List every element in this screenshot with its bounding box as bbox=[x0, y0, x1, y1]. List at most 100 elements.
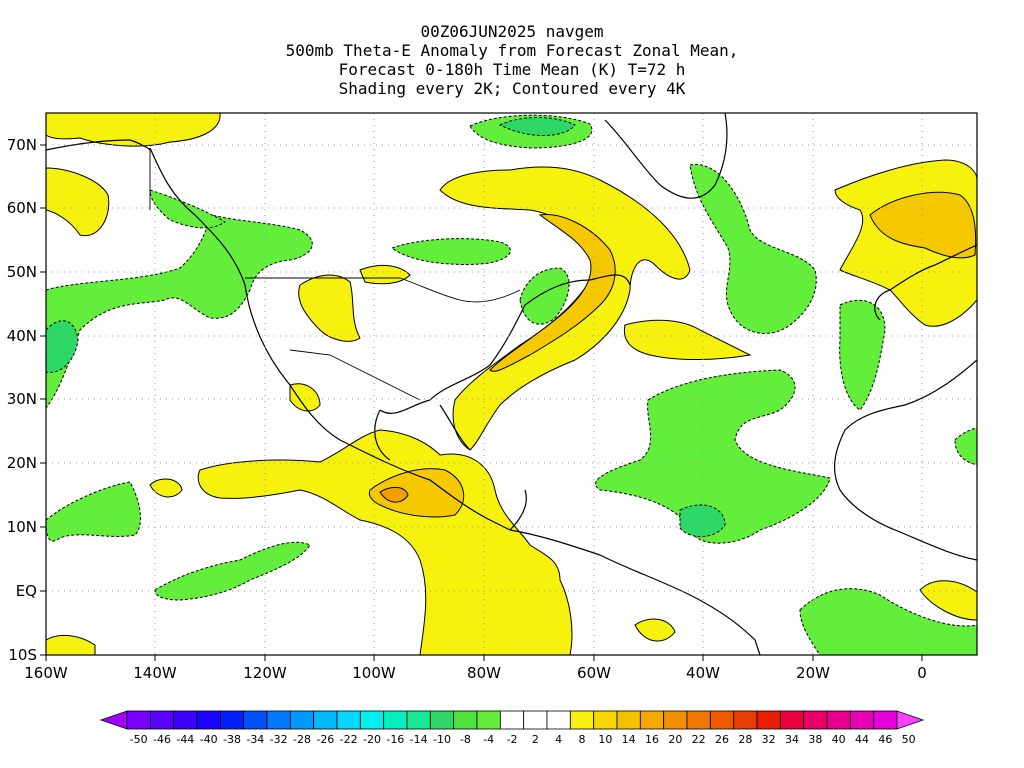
colorbar-swatch bbox=[173, 710, 198, 730]
anomaly-core-labrador bbox=[489, 214, 616, 372]
colorbar-swatch bbox=[453, 710, 478, 730]
colorbar-left-arrow bbox=[99, 710, 128, 730]
anomaly-region-west-africa bbox=[954, 427, 977, 466]
colorbar-swatch bbox=[289, 710, 315, 730]
anomaly-core-central-america bbox=[368, 468, 465, 518]
colorbar-label: 34 bbox=[785, 733, 799, 746]
y-tick-label: 30N bbox=[7, 390, 37, 408]
colorbar-swatch bbox=[523, 710, 548, 730]
anomaly-region-mid-atlantic-small bbox=[634, 618, 676, 642]
y-tick-label: 20N bbox=[7, 454, 37, 472]
grid bbox=[46, 113, 977, 655]
colorbar-label: -28 bbox=[293, 733, 311, 746]
coastline-alaska bbox=[46, 139, 151, 151]
border-us-canada bbox=[245, 277, 521, 303]
coastline-south-america bbox=[509, 529, 761, 655]
coastline-west-africa bbox=[834, 359, 977, 561]
colorbar-swatch bbox=[616, 710, 641, 730]
x-tick-label: 40W bbox=[686, 664, 720, 682]
anomaly-peak-central-america bbox=[379, 487, 409, 503]
anomaly-region-north-pacific bbox=[46, 214, 313, 409]
title-line-3: Forecast 0-180h Time Mean (K) T=72 h bbox=[338, 60, 686, 79]
colorbar-label: -4 bbox=[483, 733, 494, 746]
colorbar-label: 46 bbox=[878, 733, 892, 746]
anomaly-region-bering bbox=[46, 167, 110, 237]
colorbar-label: 14 bbox=[622, 733, 636, 746]
colorbar-swatch bbox=[803, 710, 828, 730]
title-line-1: 00Z06JUN2025 navgem bbox=[420, 22, 604, 41]
colorbar-swatch bbox=[779, 710, 805, 730]
colorbar-label: -44 bbox=[176, 733, 194, 746]
colorbar-label: -40 bbox=[200, 733, 218, 746]
colorbar-swatch bbox=[126, 710, 151, 730]
colorbar-label: 2 bbox=[532, 733, 539, 746]
map-title: 00Z06JUN2025 navgem 500mb Theta-E Anomal… bbox=[0, 22, 1024, 98]
anomaly-region-rockies bbox=[298, 274, 361, 342]
colorbar-swatch bbox=[639, 710, 665, 730]
colorbar-label: 26 bbox=[715, 733, 729, 746]
anomaly-region-tropical-pacific bbox=[154, 541, 311, 601]
colorbar-swatch bbox=[266, 710, 291, 730]
anomaly-core-central-atlantic bbox=[679, 504, 726, 538]
anomaly-region-new-england bbox=[519, 267, 570, 325]
x-tick-label: 160W bbox=[24, 664, 68, 682]
y-tick-label: 60N bbox=[7, 199, 37, 217]
coastlines bbox=[46, 113, 977, 655]
anomaly-core-europe bbox=[869, 191, 977, 259]
colorbar-swatch bbox=[406, 710, 431, 730]
colorbar-label: -22 bbox=[340, 733, 358, 746]
title-line-4: Shading every 2K; Contoured every 4K bbox=[338, 79, 686, 98]
colorbar-swatch bbox=[336, 710, 361, 730]
colorbar-swatch bbox=[686, 710, 711, 730]
colorbar-label: -32 bbox=[270, 733, 288, 746]
colorbar-label: 28 bbox=[738, 733, 752, 746]
shading-layer bbox=[46, 113, 977, 655]
anomaly-core-north-pacific bbox=[46, 320, 79, 373]
anomaly-region-north-atlantic bbox=[689, 163, 817, 334]
anomaly-region-atlantic-tongue bbox=[623, 319, 752, 361]
colorbar-label: 10 bbox=[598, 733, 612, 746]
colorbar-label: -2 bbox=[507, 733, 518, 746]
colorbar-label: 4 bbox=[555, 733, 562, 746]
coastline-gulf-of-mexico bbox=[374, 399, 471, 461]
coastline-western-europe bbox=[874, 244, 977, 321]
coastline-north-america bbox=[149, 147, 631, 531]
y-tick-label: EQ bbox=[16, 582, 37, 600]
x-axis-labels: 160W 140W 120W 100W 80W 60W 40W 20W 0 bbox=[24, 664, 927, 682]
colorbar-label: 8 bbox=[579, 733, 586, 746]
colorbar-label: 50 bbox=[902, 733, 916, 746]
colorbar-swatch bbox=[429, 710, 455, 730]
anomaly-region-west-africa-coast bbox=[919, 580, 977, 621]
anomaly-core-hudson bbox=[498, 117, 576, 136]
colorbar-swatch bbox=[873, 710, 898, 730]
colorbar: -50 -46 -44 -40 -38 -34 -32 -28 -26 -22 -20 -16 -14-… bbox=[99, 710, 925, 746]
colorbar-label: -8 bbox=[460, 733, 471, 746]
colorbar-swatch bbox=[546, 710, 571, 730]
anomaly-region-great-lakes-north bbox=[390, 238, 511, 265]
x-tick-label: 60W bbox=[577, 664, 611, 682]
x-tick-label: 100W bbox=[352, 664, 396, 682]
colorbar-label: -34 bbox=[246, 733, 264, 746]
colorbar-swatch bbox=[149, 710, 175, 730]
colorbar-label: -14 bbox=[410, 733, 428, 746]
colorbar-swatch bbox=[499, 710, 525, 730]
colorbar-swatch bbox=[756, 710, 781, 730]
x-tick-label: 0 bbox=[917, 664, 927, 682]
colorbar-label: -38 bbox=[223, 733, 241, 746]
anomaly-region-east-pacific-tropics bbox=[149, 478, 183, 498]
colorbar-right-arrow bbox=[896, 710, 925, 730]
colorbar-label: 44 bbox=[855, 733, 869, 746]
y-tick-label: 40N bbox=[7, 327, 37, 345]
x-tick-label: 80W bbox=[467, 664, 501, 682]
colorbar-swatch bbox=[383, 710, 408, 730]
tick-marks bbox=[40, 144, 923, 661]
colorbar-label: 32 bbox=[762, 733, 776, 746]
colorbar-label: 16 bbox=[645, 733, 659, 746]
colorbar-swatch bbox=[709, 710, 735, 730]
y-tick-label: 10N bbox=[7, 518, 37, 536]
colorbar-swatch bbox=[243, 710, 268, 730]
colorbar-label: -46 bbox=[153, 733, 171, 746]
anomaly-region-great-lakes bbox=[359, 264, 411, 285]
anomaly-region-iberia-west bbox=[839, 299, 886, 411]
